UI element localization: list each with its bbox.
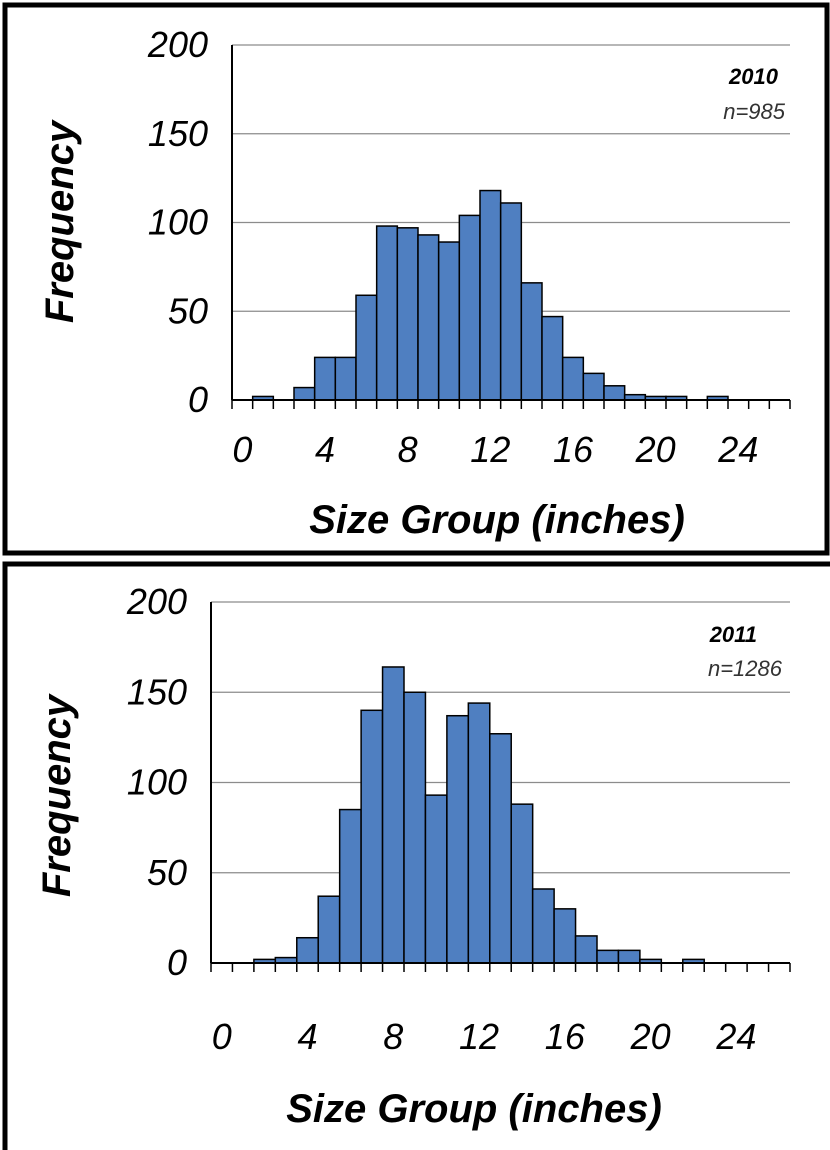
bar-size-4 bbox=[296, 936, 319, 964]
y-tick-label: 100 bbox=[127, 762, 187, 803]
bar-size-7 bbox=[360, 709, 384, 964]
bar-size-5 bbox=[334, 356, 357, 401]
bar-size-11 bbox=[458, 214, 481, 401]
sample-size-annotation: n=985 bbox=[723, 99, 786, 124]
bar-size-13 bbox=[489, 733, 512, 964]
bar-size-12 bbox=[467, 702, 491, 964]
y-axis-title: Frequency bbox=[35, 693, 79, 897]
y-tick-label: 0 bbox=[188, 379, 208, 420]
y-tick-label: 150 bbox=[127, 671, 187, 712]
x-tick-label: 4 bbox=[315, 429, 335, 470]
x-tick-label: 16 bbox=[553, 429, 594, 470]
bar-size-5 bbox=[317, 895, 341, 964]
y-tick-label: 200 bbox=[147, 24, 208, 65]
bar-size-16 bbox=[553, 908, 577, 964]
chart-frame bbox=[2, 2, 830, 556]
chart-panel-2010: 0 50 100 150 200 0 4 8 12 16 20 24 Size Group (inche… bbox=[0, 0, 830, 560]
x-tick-label: 12 bbox=[459, 1016, 499, 1057]
x-tick-label: 24 bbox=[717, 429, 758, 470]
bar-size-7 bbox=[375, 225, 399, 401]
chart-panel-2011: 0 50 100 150 200 0 4 8 12 16 20 24 Size Group (inche… bbox=[0, 560, 830, 1150]
sample-size-annotation: n=1286 bbox=[708, 656, 783, 681]
bar-size-8 bbox=[396, 227, 419, 401]
bar-size-10 bbox=[424, 794, 448, 964]
bar-size-14 bbox=[520, 282, 543, 401]
y-axis-title: Frequency bbox=[38, 119, 82, 323]
x-axis-title: Size Group (inches) bbox=[286, 1087, 662, 1131]
bar-size-8 bbox=[381, 666, 405, 964]
x-tick-label: 0 bbox=[212, 1016, 232, 1057]
bar-size-18 bbox=[596, 949, 620, 964]
bar-size-16 bbox=[561, 356, 585, 401]
year-annotation: 2011 bbox=[709, 622, 757, 647]
y-tick-label: 0 bbox=[167, 942, 187, 983]
bar-size-15 bbox=[531, 888, 555, 964]
x-tick-label: 12 bbox=[470, 429, 510, 470]
histogram-2011: 0 50 100 150 200 0 4 8 12 16 20 24 Size Group (inche… bbox=[2, 561, 830, 1150]
bar-size-6 bbox=[355, 294, 378, 401]
x-tick-label: 20 bbox=[635, 429, 676, 470]
bar-size-18 bbox=[603, 385, 626, 401]
year-annotation: 2010 bbox=[728, 64, 779, 89]
bar-size-17 bbox=[574, 935, 598, 964]
chart-frame bbox=[2, 561, 830, 1150]
x-axis-title: Size Group (inches) bbox=[309, 498, 685, 542]
x-tick-label: 24 bbox=[715, 1016, 756, 1057]
bar-size-9 bbox=[417, 234, 440, 401]
bar-size-14 bbox=[510, 803, 534, 964]
bar-size-3 bbox=[293, 386, 316, 401]
bar-size-12 bbox=[479, 189, 502, 401]
x-tick-label: 8 bbox=[383, 1016, 403, 1057]
bar-size-6 bbox=[338, 808, 362, 964]
bar-size-19 bbox=[617, 949, 641, 964]
bar-size-4 bbox=[313, 356, 337, 401]
bar-size-13 bbox=[499, 202, 523, 401]
bar-size-11 bbox=[446, 714, 470, 964]
x-tick-label: 20 bbox=[630, 1016, 671, 1057]
x-tick-label: 0 bbox=[232, 429, 252, 470]
bar-size-17 bbox=[582, 372, 605, 401]
x-tick-label: 16 bbox=[545, 1016, 586, 1057]
y-tick-label: 100 bbox=[148, 202, 208, 243]
y-tick-label: 50 bbox=[147, 852, 187, 893]
y-tick-label: 50 bbox=[168, 290, 208, 331]
x-tick-label: 4 bbox=[297, 1016, 317, 1057]
y-tick-label: 200 bbox=[126, 581, 187, 622]
x-tick-label: 8 bbox=[398, 429, 418, 470]
bar-size-10 bbox=[437, 241, 461, 401]
bar-size-15 bbox=[541, 315, 564, 401]
bar-size-9 bbox=[403, 691, 427, 964]
y-tick-label: 150 bbox=[148, 113, 208, 154]
histogram-2010: 0 50 100 150 200 0 4 8 12 16 20 24 Size Group (inche… bbox=[2, 2, 830, 556]
